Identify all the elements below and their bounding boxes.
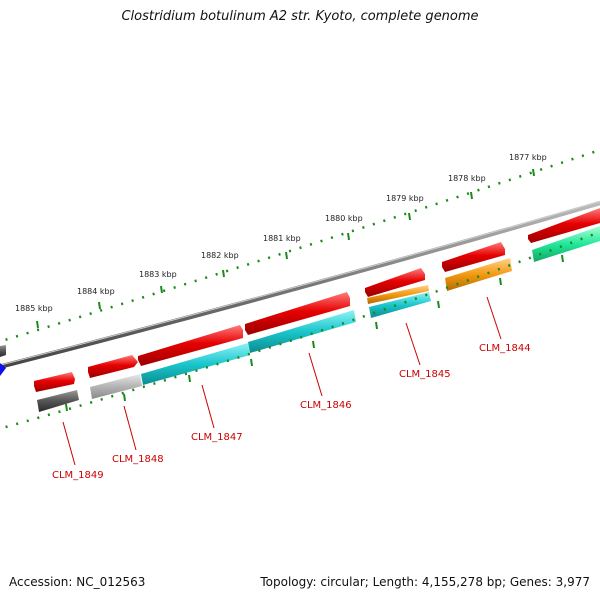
scale-tick — [65, 403, 68, 412]
outer-scale-ticks — [36, 168, 535, 329]
cog-box-CLM_1845-orange — [367, 285, 429, 304]
inner-scale-arc — [0, 230, 600, 430]
gene-label-CLM_1849: CLM_1849 — [52, 470, 104, 481]
tick-label-1877: 1877 kbp — [509, 153, 547, 162]
cog-box-CLM_1847 — [141, 343, 250, 385]
tick-label-1879: 1879 kbp — [386, 194, 424, 203]
blue-marker — [0, 363, 6, 376]
gene-label-CLM_1848: CLM_1848 — [112, 454, 164, 465]
tick-label-1885: 1885 kbp — [15, 304, 53, 313]
leader-CLM_1846 — [308, 352, 323, 397]
scale-tick — [36, 320, 39, 329]
scale-tick — [408, 212, 411, 221]
tick-label-1882: 1882 kbp — [201, 251, 239, 260]
gene-arrow-CLM_1846 — [245, 292, 350, 335]
gene-arrow-CLM_1844 — [442, 242, 505, 272]
gene-label-CLM_1846: CLM_1846 — [300, 400, 352, 411]
scale-tick — [437, 300, 440, 309]
gene-fragment-grey — [0, 345, 6, 357]
cog-box-CLM_1844 — [445, 258, 512, 291]
cog-box-CLM_1846 — [248, 310, 356, 353]
scale-tick — [123, 393, 126, 402]
scale-tick — [285, 251, 288, 260]
leader-CLM_1845 — [405, 322, 421, 366]
scale-tick — [222, 269, 225, 278]
gene-arrow-CLM_1848 — [88, 355, 138, 378]
scale-tick — [160, 285, 163, 294]
tick-label-1881: 1881 kbp — [263, 234, 301, 243]
tick-label-1883: 1883 kbp — [139, 270, 177, 279]
scale-tick — [188, 374, 191, 383]
gene-arrow-CLM_1847 — [138, 325, 243, 366]
genome-backbone-highlight — [0, 201, 600, 366]
leader-CLM_1849 — [62, 421, 76, 466]
accession-text: Accession: NC_012563 — [9, 575, 146, 589]
tick-label-1878: 1878 kbp — [448, 174, 486, 183]
scale-tick — [532, 168, 535, 177]
tick-label-1884: 1884 kbp — [77, 287, 115, 296]
cog-box-next — [532, 226, 600, 262]
genome-backbone — [0, 200, 600, 370]
label-leaders — [62, 296, 502, 466]
cog-box-CLM_1848 — [90, 374, 142, 399]
scale-tick — [98, 301, 101, 310]
cog-box-CLM_1849 — [37, 390, 79, 412]
leader-CLM_1848 — [123, 405, 137, 451]
genome-summary-text: Topology: circular; Length: 4,155,278 bp… — [260, 575, 590, 589]
inner-scale-ticks — [65, 254, 564, 412]
gene-arrow-CLM_1845 — [365, 268, 425, 297]
scale-tick — [250, 358, 253, 367]
map-title: Clostridium botulinum A2 str. Kyoto, com… — [121, 9, 479, 24]
scale-tick — [470, 191, 473, 200]
scale-tick — [375, 321, 378, 330]
leader-CLM_1844 — [486, 296, 502, 340]
leader-CLM_1847 — [201, 384, 215, 429]
gene-arrow-next — [528, 208, 600, 243]
tick-label-1880: 1880 kbp — [325, 214, 363, 223]
scale-tick — [499, 277, 502, 286]
gene-label-CLM_1845: CLM_1845 — [399, 369, 451, 380]
scale-tick — [347, 232, 350, 241]
gene-label-CLM_1844: CLM_1844 — [479, 343, 531, 354]
scale-tick — [561, 254, 564, 263]
gene-label-CLM_1847: CLM_1847 — [191, 432, 243, 443]
gene-arrow-CLM_1849 — [34, 372, 75, 392]
outer-scale-arc — [0, 148, 600, 343]
scale-tick — [312, 340, 315, 349]
